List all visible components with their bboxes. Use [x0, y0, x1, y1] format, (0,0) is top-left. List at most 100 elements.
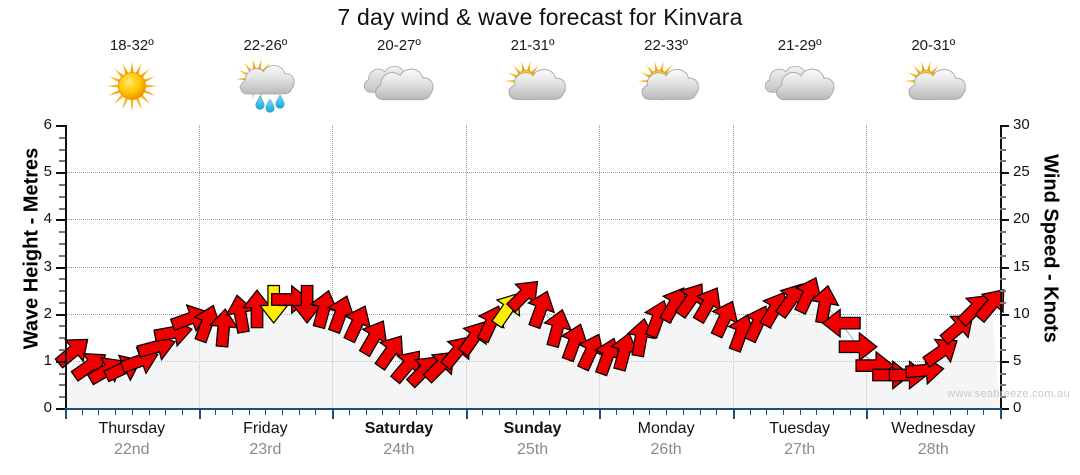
plot-area	[54, 125, 1005, 408]
right-axis-tick-label: 5	[1013, 351, 1022, 369]
x-axis-tick	[632, 408, 634, 415]
x-axis-tick	[616, 408, 617, 415]
x-axis-tick	[515, 408, 517, 415]
x-axis-day-tick	[866, 408, 869, 419]
left-axis-tick-minor	[59, 396, 65, 399]
day-date: 24th	[383, 441, 415, 458]
right-axis-tick-label: 15	[1013, 257, 1030, 275]
wind-arrow	[543, 308, 573, 349]
right-axis-tick-minor	[1000, 136, 1006, 139]
x-axis-tick	[883, 408, 885, 415]
gridline-horizontal	[65, 266, 1000, 268]
temperature-range: 22-26º	[243, 37, 288, 54]
sun-cloud-rain-icon	[230, 55, 300, 115]
right-axis-tick-minor	[1000, 183, 1006, 186]
left-axis-tick-label: 2	[43, 304, 52, 322]
day-label-strip: Thursday 22nd Friday 23rd Saturday 24th Sunday…	[65, 418, 1000, 468]
day-date: 23rd	[249, 441, 282, 458]
left-axis-tick-minor	[59, 160, 65, 163]
left-axis-tick-minor	[59, 207, 65, 210]
forecast-day-saturday: 20-27º	[332, 36, 466, 120]
left-axis-tick-label: 0	[43, 399, 52, 416]
right-axis-tick-major	[1000, 172, 1009, 175]
wind-arrow	[821, 308, 861, 339]
day-name: Friday	[243, 420, 288, 437]
day-name: Tuesday	[769, 420, 831, 437]
right-axis-tick-label: 25	[1013, 163, 1030, 181]
forecast-day-header-strip: 18-32º 22-26º 20-27º 21-31º 22-33º 21-29º 20-3…	[65, 36, 1000, 120]
left-axis-tick-label: 4	[43, 210, 52, 228]
x-axis-tick	[382, 408, 384, 415]
right-axis-tick-minor	[1000, 325, 1006, 328]
day-label-saturday: Saturday 24th	[332, 418, 466, 468]
left-axis-tick-minor	[59, 337, 65, 340]
x-axis-day-tick	[599, 408, 602, 419]
right-axis-tick-major	[1000, 219, 1009, 222]
left-axis-tick-label: 5	[43, 163, 52, 181]
left-axis-tick-major	[56, 125, 65, 127]
day-name: Monday	[637, 420, 695, 437]
x-axis-tick	[682, 408, 684, 415]
gridline-day-separator	[332, 125, 334, 408]
cloudy-icon	[363, 55, 434, 115]
x-axis-tick	[766, 408, 768, 415]
day-date: 28th	[917, 441, 949, 458]
left-axis-tick-minor	[59, 290, 65, 293]
left-axis-tick-major	[56, 360, 65, 363]
page-title: 7 day wind & wave forecast for Kinvara	[337, 4, 743, 30]
temperature-range: 20-31º	[911, 37, 956, 54]
wind-arrow	[974, 289, 1005, 324]
x-axis-tick	[165, 408, 167, 415]
left-axis-tick-minor	[59, 349, 65, 352]
x-axis-tick	[833, 408, 834, 415]
wind-arrow	[922, 338, 958, 368]
x-axis-tick	[983, 408, 985, 415]
wind-arrow-layer	[54, 276, 1005, 408]
x-axis-tick	[565, 408, 567, 415]
x-axis-tick	[899, 408, 901, 415]
forecast-day-monday: 22-33º	[599, 36, 733, 120]
right-axis-tick-minor	[1000, 195, 1006, 198]
sun-cloud-icon	[898, 55, 968, 115]
right-axis-tick-minor	[1000, 396, 1006, 399]
gridline-horizontal	[65, 172, 1000, 174]
left-axis-tick-minor	[59, 254, 65, 257]
temperature-range: 22-33º	[644, 37, 689, 54]
right-axis-tick-minor	[1000, 349, 1006, 352]
x-axis-tick	[148, 408, 150, 415]
sun-cloud-icon	[631, 55, 701, 115]
right-axis-tick-minor	[1000, 231, 1006, 234]
cloudy-icon	[764, 55, 835, 115]
right-axis-tick-major	[1000, 360, 1009, 363]
right-axis-tick-minor	[1000, 207, 1006, 210]
sun-icon	[97, 55, 167, 115]
x-axis-tick	[799, 408, 801, 415]
x-axis-tick	[248, 408, 250, 415]
left-axis-tick-minor	[59, 231, 65, 234]
x-axis-day-tick	[465, 408, 468, 419]
x-axis-tick	[782, 408, 784, 415]
temperature-range: 20-27º	[377, 37, 421, 54]
left-axis-tick-minor	[59, 325, 65, 328]
right-axis-tick-minor	[1000, 148, 1006, 151]
x-axis-tick	[232, 408, 233, 415]
day-label-thursday: Thursday 22nd	[65, 418, 199, 468]
x-axis-tick	[315, 408, 317, 415]
left-axis-tick-minor	[59, 242, 65, 245]
right-axis-tick-label: 10	[1013, 304, 1030, 322]
x-axis-tick	[415, 408, 417, 415]
wind-arrow	[838, 331, 878, 362]
x-axis-tick	[215, 408, 217, 415]
right-axis-tick-minor	[1000, 278, 1006, 281]
temperature-range: 21-31º	[510, 37, 555, 54]
forecast-day-tuesday: 21-29º	[733, 36, 867, 120]
x-axis-tick	[933, 408, 935, 415]
x-axis-tick	[131, 408, 133, 415]
left-axis-tick-major	[56, 266, 65, 269]
x-axis-tick	[966, 408, 968, 415]
wind-arrow	[810, 284, 840, 325]
x-axis-tick	[532, 408, 534, 415]
left-axis-tick-label: 1	[43, 351, 52, 369]
watermark: www.seabreeze.com.au	[947, 388, 1070, 400]
